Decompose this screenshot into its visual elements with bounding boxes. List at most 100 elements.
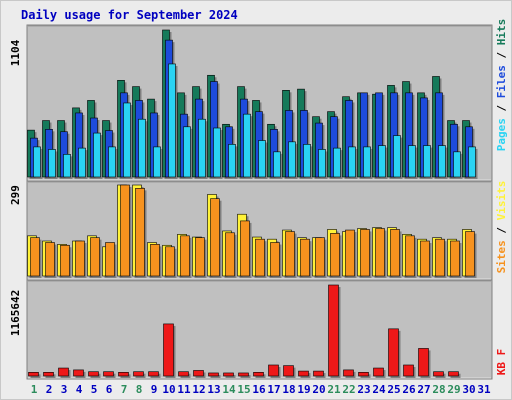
legend-sep-2: /	[495, 45, 508, 65]
x-tick-label-10: 10	[162, 383, 175, 396]
kbytes-bar-day-3	[58, 367, 69, 377]
kbytes-bar-day-11	[178, 371, 189, 377]
kbytes-bar-day-16	[253, 372, 264, 377]
pages-bar-day-21	[333, 147, 341, 178]
kbytes-bar-day-10	[163, 323, 174, 377]
sites-bar-day-20	[315, 237, 325, 277]
kbytes-bar-day-28	[433, 371, 444, 377]
kbytes-y-max-label: 1165642	[9, 290, 22, 336]
x-tick-label-6: 6	[106, 383, 113, 396]
x-tick-label-3: 3	[61, 383, 68, 396]
sites-bar-day-22	[345, 229, 355, 277]
legend-sep-1: /	[495, 98, 508, 118]
pages-bar-day-4	[78, 147, 86, 178]
pages-bar-day-20	[318, 149, 326, 178]
kbytes-bar-day-17	[268, 364, 279, 377]
sites-bar-day-4	[75, 240, 85, 277]
kbytes-bar-day-21	[328, 284, 339, 377]
x-tick-label-14: 14	[222, 383, 236, 396]
pages-bar-day-2	[48, 149, 56, 178]
sites-bar-day-16	[255, 238, 265, 277]
legend-sep-3: /	[495, 220, 508, 240]
x-tick-label-7: 7	[121, 383, 128, 396]
kbytes-bar-day-12	[193, 370, 204, 377]
x-tick-label-21: 21	[327, 383, 341, 396]
kbytes-bar-day-27	[418, 348, 429, 377]
x-tick-label-8: 8	[136, 383, 143, 396]
sites-bar-day-10	[165, 246, 175, 277]
x-tick-label-15: 15	[237, 383, 250, 396]
panel-3-background	[26, 279, 493, 380]
sites-bar-day-18	[285, 231, 295, 277]
x-tick-label-26: 26	[402, 383, 416, 396]
sites-bar-day-12	[195, 237, 205, 277]
x-tick-label-28: 28	[432, 383, 445, 396]
x-tick-label-20: 20	[312, 383, 325, 396]
kbytes-bar-day-26	[403, 364, 414, 377]
sites-bar-day-23	[360, 229, 370, 277]
kbytes-bar-day-15-shadow	[240, 374, 251, 378]
sites-bar-day-1	[30, 237, 40, 277]
x-tick-label-2: 2	[46, 383, 53, 396]
sites-bar-day-11	[180, 235, 190, 277]
kbytes-bar-day-9	[148, 371, 159, 377]
pages-bar-day-12	[198, 118, 206, 178]
pages-bar-day-5	[93, 132, 101, 178]
pages-bar-day-13	[213, 127, 221, 178]
pages-bar-day-7	[123, 102, 131, 178]
x-tick-label-5: 5	[91, 383, 98, 396]
kbytes-bar-day-6	[103, 371, 114, 377]
x-tick-label-1: 1	[31, 383, 38, 396]
kbytes-legend: KB F	[495, 349, 508, 376]
kbytes-bar-day-25	[388, 328, 399, 377]
x-tick-label-27: 27	[417, 383, 430, 396]
kbytes-bar-day-20	[313, 370, 324, 377]
sites-bar-day-14	[225, 232, 235, 277]
sites-bar-day-8	[135, 188, 145, 277]
sites-bar-day-15	[240, 220, 250, 277]
x-tick-label-29: 29	[447, 383, 460, 396]
sites-bar-day-7	[120, 184, 130, 277]
pages-bar-day-23	[363, 146, 371, 178]
pages-bar-day-26	[408, 145, 416, 178]
pages-bar-day-29	[453, 151, 461, 178]
sites-bar-day-21	[330, 233, 340, 277]
sites-bar-day-28	[435, 238, 445, 277]
pages-bar-day-8	[138, 118, 146, 178]
x-tick-label-24: 24	[372, 383, 386, 396]
pages-bar-day-17	[273, 151, 281, 178]
kbytes-bar-day-14	[223, 372, 234, 377]
x-tick-label-23: 23	[357, 383, 370, 396]
x-tick-label-31: 31	[477, 383, 491, 396]
hits-y-max-label: 1104	[9, 39, 22, 66]
sites-bar-day-17	[270, 242, 280, 277]
kbytes-bar-day-1	[28, 372, 39, 377]
kbytes-bar-day-8	[133, 371, 144, 377]
x-tick-label-22: 22	[342, 383, 355, 396]
sites-bar-day-25	[390, 229, 400, 277]
x-tick-label-4: 4	[76, 383, 83, 396]
kbytes-bar-day-5	[88, 371, 99, 377]
pages-bar-day-9	[153, 146, 161, 178]
kbytes-bar-day-13-shadow	[210, 374, 221, 378]
legend-hits: Hits	[495, 19, 508, 46]
visits-y-max-label: 299	[9, 185, 22, 205]
kbytes-bar-day-18	[283, 365, 294, 377]
legend-files: Files	[495, 65, 508, 98]
sites-bar-day-13	[210, 198, 220, 277]
visits-legend: Sites / Visits	[495, 181, 508, 274]
kbytes-bar-day-23	[358, 372, 369, 377]
pages-bar-day-6	[108, 146, 116, 178]
legend-visits: Visits	[495, 181, 508, 221]
pages-bar-day-30	[468, 146, 476, 178]
x-tick-label-18: 18	[282, 383, 295, 396]
pages-bar-day-14	[228, 144, 236, 178]
x-tick-label-17: 17	[267, 383, 280, 396]
sites-bar-day-6	[105, 242, 115, 277]
legend-pages: Pages	[495, 118, 508, 151]
sites-bar-day-29	[450, 240, 460, 277]
sites-bar-day-5	[90, 237, 100, 277]
x-tick-label-12: 12	[192, 383, 205, 396]
pages-bar-day-19	[303, 144, 311, 178]
pages-bar-day-25	[393, 135, 401, 178]
